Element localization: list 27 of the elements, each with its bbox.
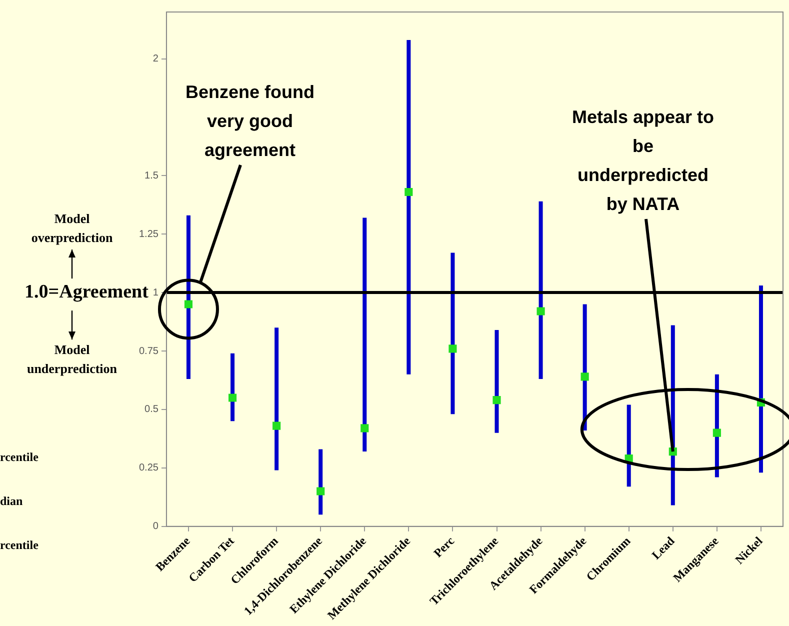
- point: [228, 394, 237, 402]
- point: [492, 396, 501, 404]
- text: Model underprediction: [26, 342, 118, 376]
- point: [536, 307, 545, 316]
- point: [448, 344, 457, 353]
- point: [316, 487, 325, 496]
- point: [184, 300, 193, 308]
- y-tick-label: 0: [152, 521, 159, 532]
- y-tick-label: 1: [152, 287, 159, 298]
- y-tick-label: 1.25: [138, 228, 159, 240]
- y-tick-label: 0.75: [138, 346, 159, 357]
- annotation: Metals appear to be underpredicted by NATA: [572, 106, 714, 214]
- point: [360, 424, 369, 432]
- text: rcentile: [0, 538, 40, 552]
- annotation: Benzene found very good agreement: [186, 82, 314, 160]
- point: [272, 422, 281, 430]
- point: [712, 428, 721, 437]
- text: rcentile: [0, 450, 40, 464]
- y-tick-label: 1.5: [144, 170, 159, 182]
- text: dian: [0, 494, 24, 508]
- y-tick-label: 2: [152, 54, 159, 65]
- point: [580, 372, 589, 381]
- ref-line-label: 1.0=Agreement: [24, 281, 150, 302]
- point: [404, 188, 413, 196]
- y-tick-label: 0.5: [144, 404, 159, 416]
- text: Model overprediction: [31, 210, 114, 245]
- y-tick-label: 0.25: [138, 462, 159, 474]
